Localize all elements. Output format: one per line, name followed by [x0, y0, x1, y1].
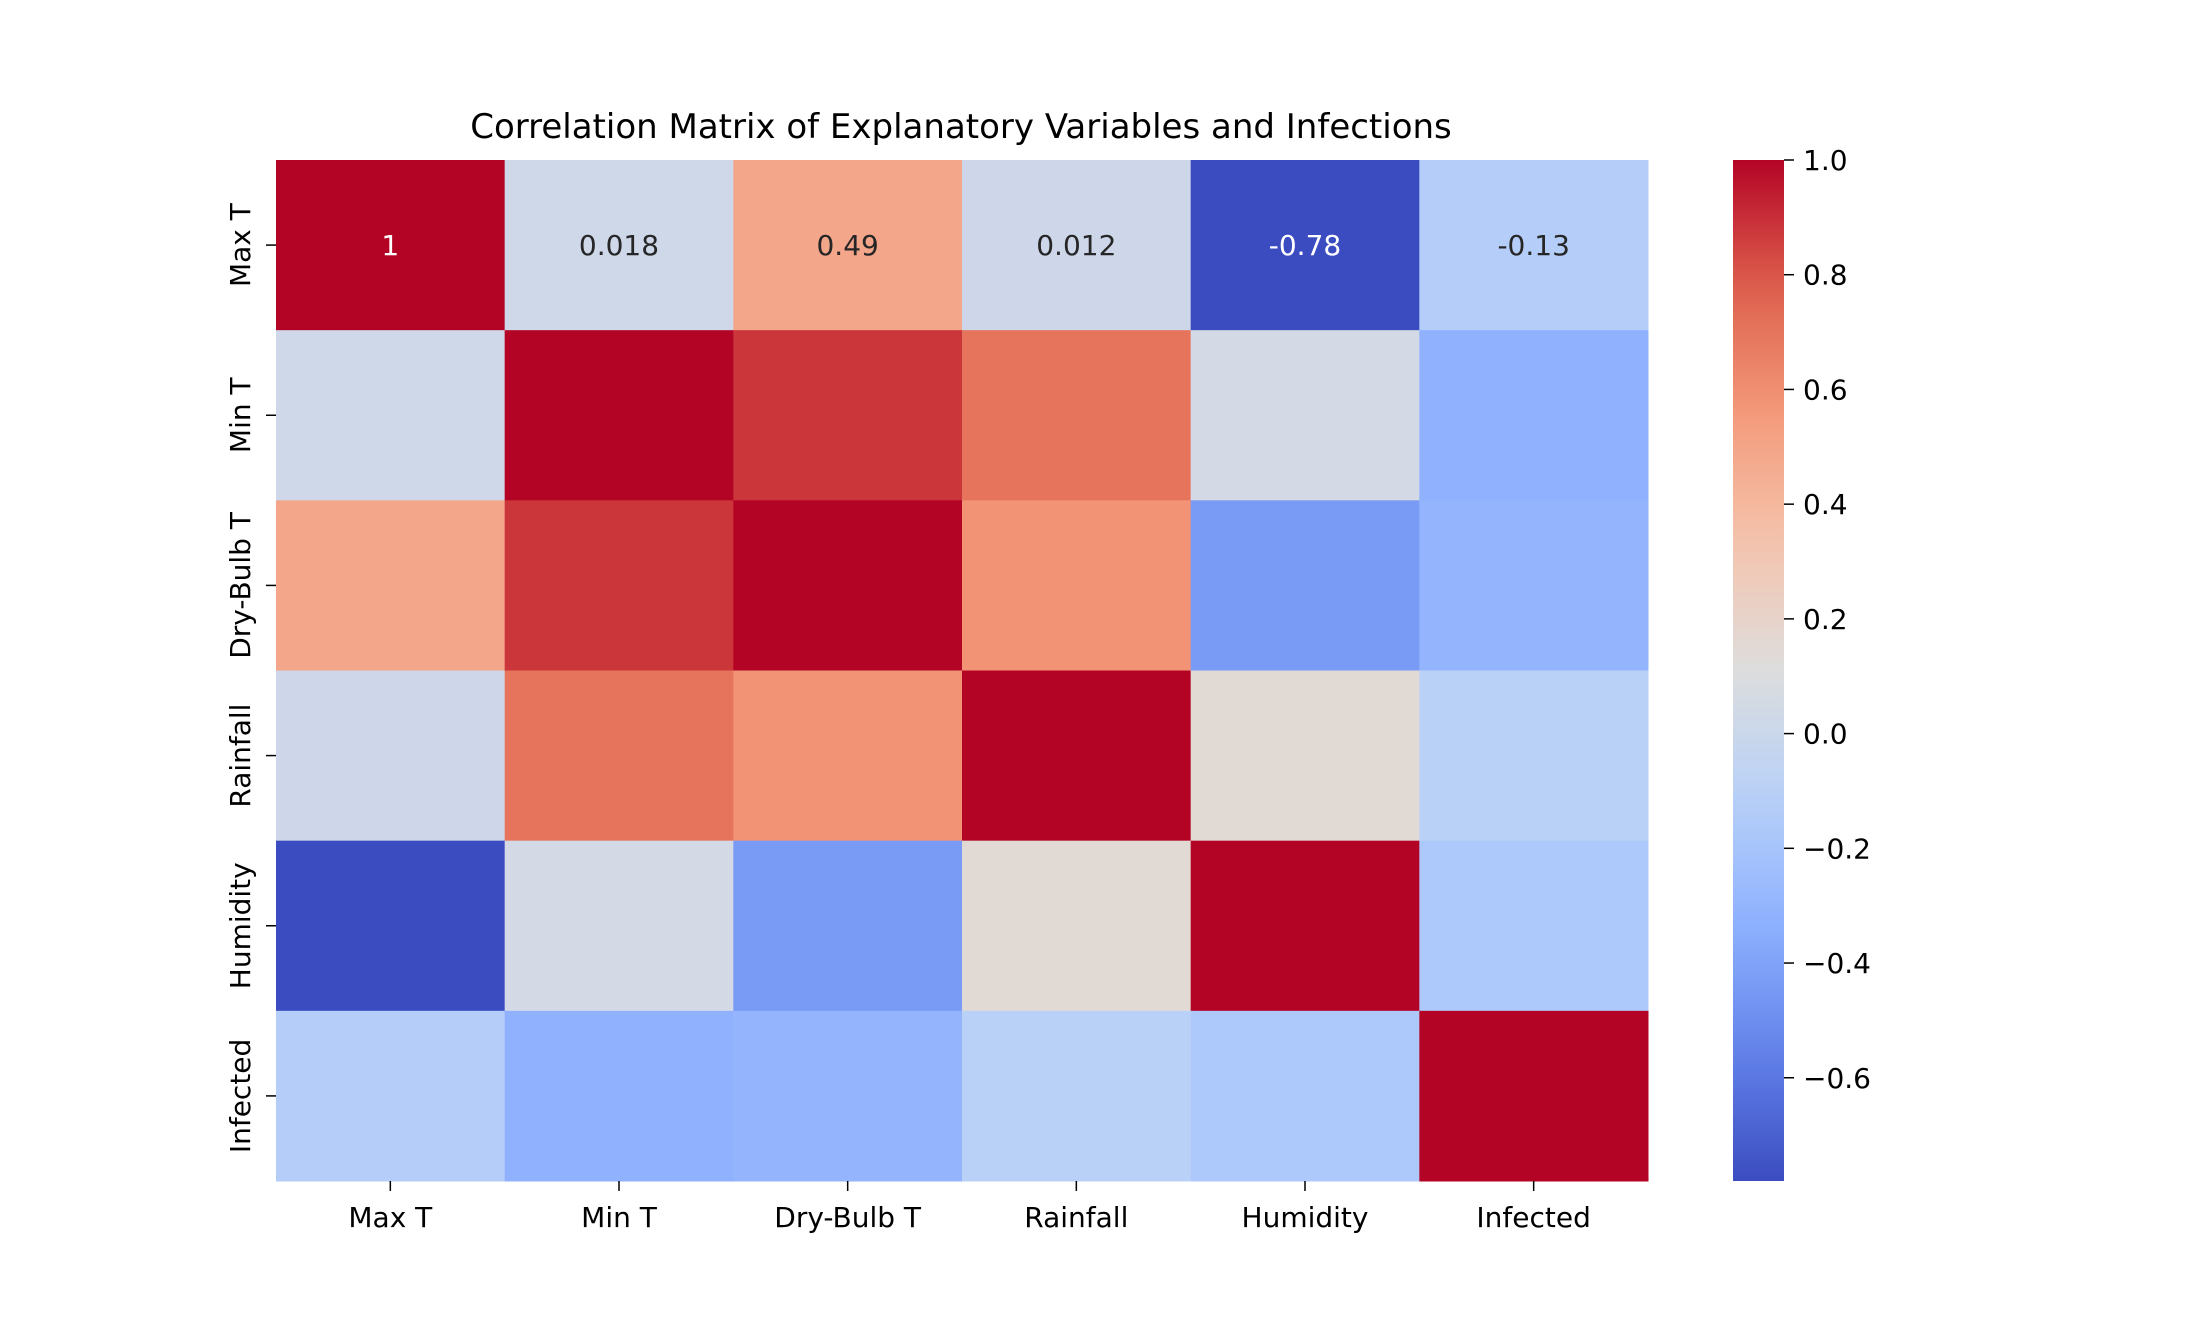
- heatmap-cell-r3-c3: [962, 670, 1192, 842]
- cell-annotations: 1 0.018 0.49 0.012 -0.78 -0.13: [381, 229, 1569, 262]
- heatmap-cell-r2-c2: [733, 500, 963, 671]
- heatmap-cell-r0-c1: [504, 160, 734, 331]
- chart-title: Correlation Matrix of Explanatory Variab…: [470, 107, 1452, 147]
- colorbar-tick-label-7: −0.4: [1803, 947, 1871, 980]
- heatmap-cell-r4-c1: [504, 840, 734, 1012]
- y-tick-label-3: Rainfall: [224, 704, 257, 808]
- y-axis: Max T Min T Dry-Bulb T Rainfall Humidity Infe…: [224, 202, 276, 1153]
- heatmap-cell-r5-c5: [1419, 1010, 1649, 1182]
- heatmap-cell-r3-c4: [1190, 670, 1420, 842]
- cell-annotation-r0-c4: -0.78: [1269, 229, 1341, 262]
- heatmap-cell-r0-c3: [962, 160, 1192, 331]
- colorbar-tick-label-5: 0.0: [1803, 718, 1848, 751]
- heatmap-cell-r2-c1: [504, 500, 734, 671]
- colorbar-tick-label-8: −0.6: [1803, 1062, 1871, 1095]
- colorbar-tick-label-6: −0.2: [1803, 832, 1871, 865]
- heatmap-cell-r0-c4: [1190, 160, 1420, 331]
- heatmap-cell-r0-c5: [1419, 160, 1649, 331]
- heatmap-cell-r1-c0: [276, 330, 506, 501]
- x-tick-label-2: Dry-Bulb T: [774, 1201, 922, 1234]
- heatmap-cell-r5-c0: [276, 1010, 506, 1182]
- cell-annotation-r0-c2: 0.49: [816, 229, 878, 262]
- y-tick-label-0: Max T: [224, 202, 257, 287]
- heatmap-cell-r0-c2: [733, 160, 963, 331]
- heatmap-cell-r3-c5: [1419, 670, 1649, 842]
- cell-annotation-r0-c3: 0.012: [1036, 229, 1116, 262]
- y-tick-label-2: Dry-Bulb T: [224, 511, 257, 659]
- colorbar: 1.0 0.8 0.6 0.4 0.2 0.0 −0.2 −0.4 −0.6: [1733, 144, 1871, 1181]
- colorbar-tick-label-0: 1.0: [1803, 144, 1848, 177]
- colorbar-tick-label-1: 0.8: [1803, 259, 1848, 292]
- heatmap-cell-r4-c2: [733, 840, 963, 1012]
- heatmap-cell-r5-c3: [962, 1010, 1192, 1182]
- heatmap-cell-r4-c0: [276, 840, 506, 1012]
- cell-annotation-r0-c1: 0.018: [579, 229, 659, 262]
- x-tick-label-5: Infected: [1476, 1201, 1590, 1234]
- heatmap-cell-r0-c0: [276, 160, 506, 331]
- heatmap-cell-r1-c2: [733, 330, 963, 501]
- x-axis: Max T Min T Dry-Bulb T Rainfall Humidity Infe…: [348, 1181, 1591, 1234]
- heatmap-cell-r1-c5: [1419, 330, 1649, 501]
- x-tick-label-3: Rainfall: [1024, 1201, 1128, 1234]
- heatmap-cell-r3-c0: [276, 670, 506, 842]
- y-tick-label-1: Min T: [224, 377, 257, 454]
- colorbar-tick-label-3: 0.4: [1803, 488, 1848, 521]
- heatmap-cell-r1-c4: [1190, 330, 1420, 501]
- heatmap-cell-r1-c1: [504, 330, 734, 501]
- heatmap-cell-r4-c4: [1190, 840, 1420, 1012]
- heatmap-cell-r2-c4: [1190, 500, 1420, 671]
- heatmap-cell-r2-c3: [962, 500, 1192, 671]
- colorbar-tick-label-2: 0.6: [1803, 373, 1848, 406]
- x-tick-label-4: Humidity: [1242, 1201, 1369, 1234]
- colorbar-gradient: [1733, 160, 1784, 1181]
- cell-annotation-r0-c5: -0.13: [1497, 229, 1569, 262]
- x-tick-label-0: Max T: [348, 1201, 433, 1234]
- y-tick-label-5: Infected: [224, 1039, 257, 1153]
- heatmap-cell-r5-c4: [1190, 1010, 1420, 1182]
- heatmap-cell-r5-c1: [504, 1010, 734, 1182]
- heatmap-cell-r2-c0: [276, 500, 506, 671]
- heatmap-cells: [276, 160, 1649, 1182]
- heatmap-cell-r2-c5: [1419, 500, 1649, 671]
- heatmap-cell-r3-c2: [733, 670, 963, 842]
- y-tick-label-4: Humidity: [224, 862, 257, 989]
- colorbar-tick-label-4: 0.2: [1803, 603, 1848, 636]
- heatmap-cell-r1-c3: [962, 330, 1192, 501]
- x-tick-label-1: Min T: [581, 1201, 658, 1234]
- heatmap-cell-r4-c3: [962, 840, 1192, 1012]
- heatmap-cell-r4-c5: [1419, 840, 1649, 1012]
- heatmap-cell-r5-c2: [733, 1010, 963, 1182]
- heatmap-cell-r3-c1: [504, 670, 734, 842]
- cell-annotation-r0-c0: 1: [381, 229, 399, 262]
